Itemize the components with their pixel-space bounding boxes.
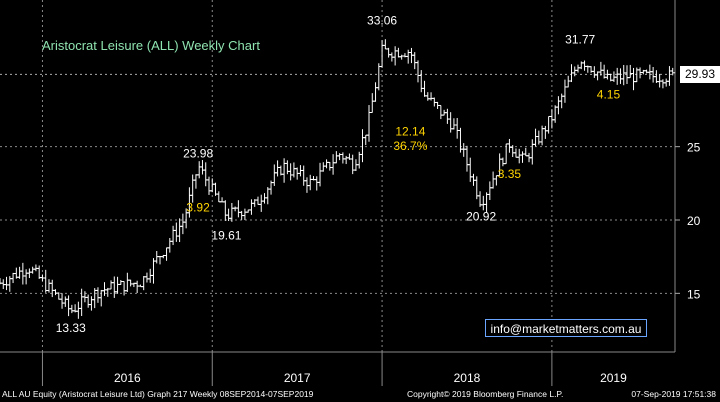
footer-copyright: Copyright© 2019 Bloomberg Finance L.P.	[407, 389, 564, 399]
price-annotation: 31.77	[565, 32, 595, 46]
chart-title: Aristocrat Leisure (ALL) Weekly Chart	[42, 38, 260, 53]
footer-timestamp: 07-Sep-2019 17:51:38	[631, 389, 716, 399]
price-annotation: 20.92	[466, 210, 496, 224]
price-annotation: 13.33	[56, 321, 86, 335]
move-annotation: 3.92	[186, 201, 210, 215]
move-annotation: 3.35	[498, 167, 522, 181]
y-tick-label: 15	[687, 287, 701, 301]
x-tick-label: 2019	[600, 371, 627, 385]
x-tick-label: 2016	[114, 371, 141, 385]
move-annotation: 36.7%	[393, 139, 427, 153]
last-price-label: 29.93	[680, 66, 720, 83]
price-annotation: 23.98	[183, 147, 213, 161]
price-annotation: 19.61	[211, 229, 241, 243]
y-tick-label: 25	[687, 141, 701, 155]
footer-security-info: ALL AU Equity (Aristocrat Leisure Ltd) G…	[2, 389, 314, 399]
email-contact-box[interactable]: info@marketmatters.com.au	[485, 319, 647, 337]
move-annotation: 12.14	[395, 124, 425, 138]
x-tick-label: 2017	[284, 371, 311, 385]
footer-bar: ALL AU Equity (Aristocrat Leisure Ltd) G…	[0, 386, 720, 402]
y-tick-label: 20	[687, 214, 701, 228]
price-annotation: 33.06	[367, 13, 397, 27]
move-annotation: 4.15	[597, 88, 621, 102]
x-tick-label: 2018	[454, 371, 481, 385]
